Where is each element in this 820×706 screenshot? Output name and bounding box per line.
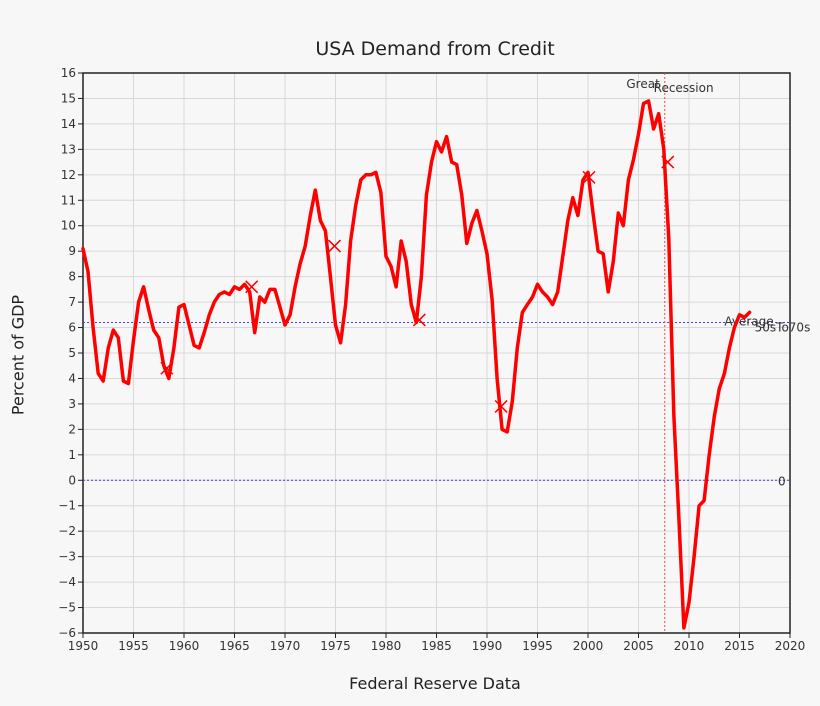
x-tick-label: 1965 [219, 639, 250, 653]
x-tick-label: 2000 [573, 639, 604, 653]
y-tick-label: −3 [58, 550, 76, 564]
reference-label: 0 [778, 474, 786, 488]
x-marker [412, 313, 426, 327]
y-tick-label: 2 [68, 422, 76, 436]
y-tick-label: 16 [61, 66, 76, 80]
x-tick-label: 1960 [169, 639, 200, 653]
x-marker-stroke [160, 361, 174, 375]
x-marker [661, 155, 675, 169]
x-marker-stroke [494, 399, 508, 413]
reference-sublabel: 50sTo70s [755, 320, 811, 334]
x-tick-label: 1950 [68, 639, 99, 653]
y-tick-label: 10 [61, 219, 76, 233]
x-tick-label: 1985 [421, 639, 452, 653]
x-marker [494, 399, 508, 413]
x-tick-label: 1970 [270, 639, 301, 653]
x-tick-label: 2020 [775, 639, 806, 653]
recession-label: Great [626, 77, 660, 91]
y-tick-label: 15 [61, 91, 76, 105]
y-tick-label: 1 [68, 448, 76, 462]
x-marker-stroke [661, 155, 675, 169]
chart-title: USA Demand from Credit [315, 38, 555, 60]
x-tick-label: 1955 [118, 639, 149, 653]
x-marker-stroke [582, 170, 596, 184]
recession-sublabel: Recession [654, 81, 714, 95]
y-tick-label: 9 [68, 244, 76, 258]
y-tick-label: 6 [68, 321, 76, 335]
x-tick-label: 1995 [522, 639, 553, 653]
y-tick-label: 5 [68, 346, 76, 360]
x-marker [160, 361, 174, 375]
y-tick-label: 0 [68, 473, 76, 487]
x-marker [582, 170, 596, 184]
y-tick-label: 14 [61, 117, 76, 131]
y-tick-label: 8 [68, 270, 76, 284]
x-tick-label: 2010 [674, 639, 705, 653]
x-marker-stroke [327, 239, 342, 253]
x-tick-label: 1990 [472, 639, 503, 653]
x-tick-label: 1975 [320, 639, 351, 653]
y-tick-label: −6 [58, 626, 76, 640]
y-tick-label: −5 [58, 601, 76, 615]
y-tick-label: −1 [58, 499, 76, 513]
y-tick-label: 13 [61, 142, 76, 156]
y-tick-label: 3 [68, 397, 76, 411]
x-marker-stroke [412, 313, 426, 327]
y-tick-label: 7 [68, 295, 76, 309]
x-tick-label: 2005 [623, 639, 654, 653]
x-tick-label: 1980 [371, 639, 402, 653]
y-tick-label: 12 [61, 168, 76, 182]
x-marker [327, 239, 342, 253]
y-tick-label: 11 [61, 193, 76, 207]
y-tick-label: −4 [58, 575, 76, 589]
x-axis-label: Federal Reserve Data [349, 674, 521, 693]
y-tick-label: −2 [58, 524, 76, 538]
x-tick-label: 2015 [724, 639, 755, 653]
y-tick-label: 4 [68, 371, 76, 385]
x-marker [245, 280, 259, 294]
x-marker-stroke [245, 280, 259, 294]
